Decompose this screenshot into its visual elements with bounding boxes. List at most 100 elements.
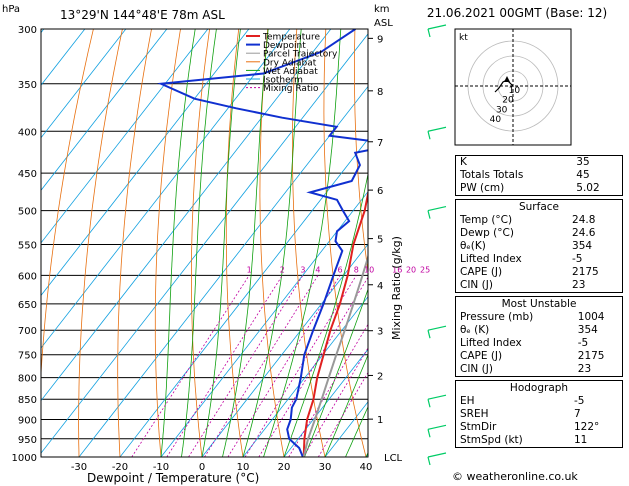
info-value: 122° <box>573 421 600 433</box>
most-unstable-box: Most Unstable Pressure (mb) 1004 θₑ (K) 354… <box>455 296 623 377</box>
asl-unit-label: ASL <box>374 18 393 29</box>
most-unstable-title: Most Unstable <box>501 298 577 310</box>
lcl-label: LCL <box>384 453 403 464</box>
wind-barbs <box>427 24 447 466</box>
hodograph-ring-label: 10 <box>509 86 521 96</box>
info-label: Lifted Index <box>460 253 522 265</box>
dewpoint-curve <box>157 29 368 457</box>
wet-adiabat-line <box>222 29 269 457</box>
pressure-tick-label: 500 <box>18 207 37 218</box>
mixing-ratio-label: 4 <box>315 265 320 274</box>
temperature-tick-label: 30 <box>319 462 332 473</box>
chart-grid <box>41 29 368 457</box>
info-value: 2175 <box>577 350 605 362</box>
wind-barb <box>427 126 447 140</box>
info-label: θₑ(K) <box>460 240 486 252</box>
hodograph-title: Hodograph <box>509 382 569 394</box>
pressure-tick-label: 550 <box>18 240 37 251</box>
mixing-ratio-line <box>317 371 368 457</box>
info-row: CAPE (J) 2175 <box>456 350 624 363</box>
info-value: 45 <box>576 169 590 181</box>
isotherm-line <box>201 243 368 457</box>
info-row: Pressure (mb) 1004 <box>456 311 624 324</box>
mixing-ratio-label: 3 <box>300 265 305 274</box>
mixing-ratio-label: 8 <box>354 265 359 274</box>
info-row: SREH 7 <box>456 408 624 421</box>
isotherm-line <box>283 348 368 457</box>
temperature-tick-label: 10 <box>237 462 250 473</box>
dry-adiabat-line <box>117 29 152 457</box>
surface-box: Surface Temp (°C) 24.8 Dewp (°C) 24.6 θₑ(K) 3… <box>455 199 623 293</box>
mixing-ratio-line <box>244 275 357 457</box>
wind-barb <box>427 206 447 219</box>
hodograph-box: Hodograph EH -5 SREH 7 StmDir 122° StmSpd (kt)… <box>455 380 623 448</box>
wet-adiabat-line <box>304 288 368 457</box>
km-tick-label: 7 <box>377 138 383 149</box>
hodograph-ring-label: 30 <box>496 105 508 115</box>
pressure-tick-label: 800 <box>18 374 37 385</box>
mixing-ratio-label: 2 <box>280 265 285 274</box>
pressure-tick-label: 1000 <box>12 453 37 464</box>
hodograph-table: EH -5 SREH 7 StmDir 122° StmSpd (kt) 11 <box>456 395 624 447</box>
isotherm-line <box>78 85 368 457</box>
info-value: 23 <box>572 279 586 291</box>
isotherm-line <box>41 29 127 139</box>
isotherm-line <box>41 29 332 402</box>
dry-adiabat-line <box>78 29 123 457</box>
km-tick-label: 9 <box>377 34 383 45</box>
isotherm-line <box>119 138 368 457</box>
legend-entry: Dewpoint <box>263 41 306 51</box>
wet-adiabat-line <box>263 29 342 457</box>
info-label: Totals Totals <box>460 169 524 181</box>
isotherm-line <box>41 29 86 86</box>
info-label: CIN (J) <box>460 279 493 291</box>
info-row: K 35 <box>456 156 624 169</box>
dry-adiabat-line <box>191 29 210 457</box>
info-row: EH -5 <box>456 395 624 408</box>
info-label: Lifted Index <box>460 337 522 349</box>
pressure-tick-label: 400 <box>18 127 37 138</box>
isotherm-line <box>41 33 368 454</box>
info-label: CAPE (J) <box>460 350 503 362</box>
wet-adiabat-line <box>181 29 217 457</box>
x-axis-title: Dewpoint / Temperature (°C) <box>87 471 259 485</box>
pressure-tick-label: 300 <box>18 25 37 36</box>
legend-entry: Dry Adiabat <box>263 58 317 68</box>
pressure-tick-label: 950 <box>18 435 37 446</box>
km-unit-label: km <box>374 4 390 15</box>
wind-barb <box>427 394 447 408</box>
temperature-tick-label: 0 <box>199 462 205 473</box>
dry-adiabat-line <box>225 29 244 457</box>
info-row: θₑ (K) 354 <box>456 324 624 337</box>
pressure-tick-label: 450 <box>18 169 37 180</box>
info-row: Temp (°C) 24.8 <box>456 214 624 227</box>
info-label: PW (cm) <box>460 182 505 194</box>
surface-title: Surface <box>518 201 559 213</box>
km-tick-label: 4 <box>377 281 383 292</box>
info-row: Lifted Index -5 <box>456 337 624 350</box>
wind-barb <box>427 424 447 438</box>
info-label: CIN (J) <box>460 363 493 375</box>
info-value: 24.6 <box>572 227 596 239</box>
pressure-tick-label: 650 <box>18 300 37 311</box>
info-label: Temp (°C) <box>460 214 513 226</box>
info-row: StmDir 122° <box>456 421 624 434</box>
legend-entry: Parcel Trajectory <box>263 50 338 60</box>
wet-adiabat-line <box>201 29 241 457</box>
info-label: K <box>460 156 467 168</box>
km-tick-label: 1 <box>377 415 383 426</box>
wet-adiabat-line <box>345 405 368 457</box>
info-row: CAPE (J) 2175 <box>456 266 624 279</box>
info-value: 354 <box>577 324 598 336</box>
wet-adiabat-line <box>160 29 196 457</box>
info-label: EH <box>460 395 475 407</box>
temperature-curve <box>302 189 368 457</box>
temperature-tick-label: 40 <box>360 462 373 473</box>
isotherm-line <box>41 29 168 191</box>
temperature-tick-label: -10 <box>153 462 169 473</box>
info-label: StmDir <box>460 421 497 433</box>
km-tick-label: 5 <box>377 235 383 246</box>
temperature-tick-label: 20 <box>278 462 291 473</box>
info-row: CIN (J) 23 <box>456 363 624 376</box>
wind-barb <box>427 325 447 339</box>
